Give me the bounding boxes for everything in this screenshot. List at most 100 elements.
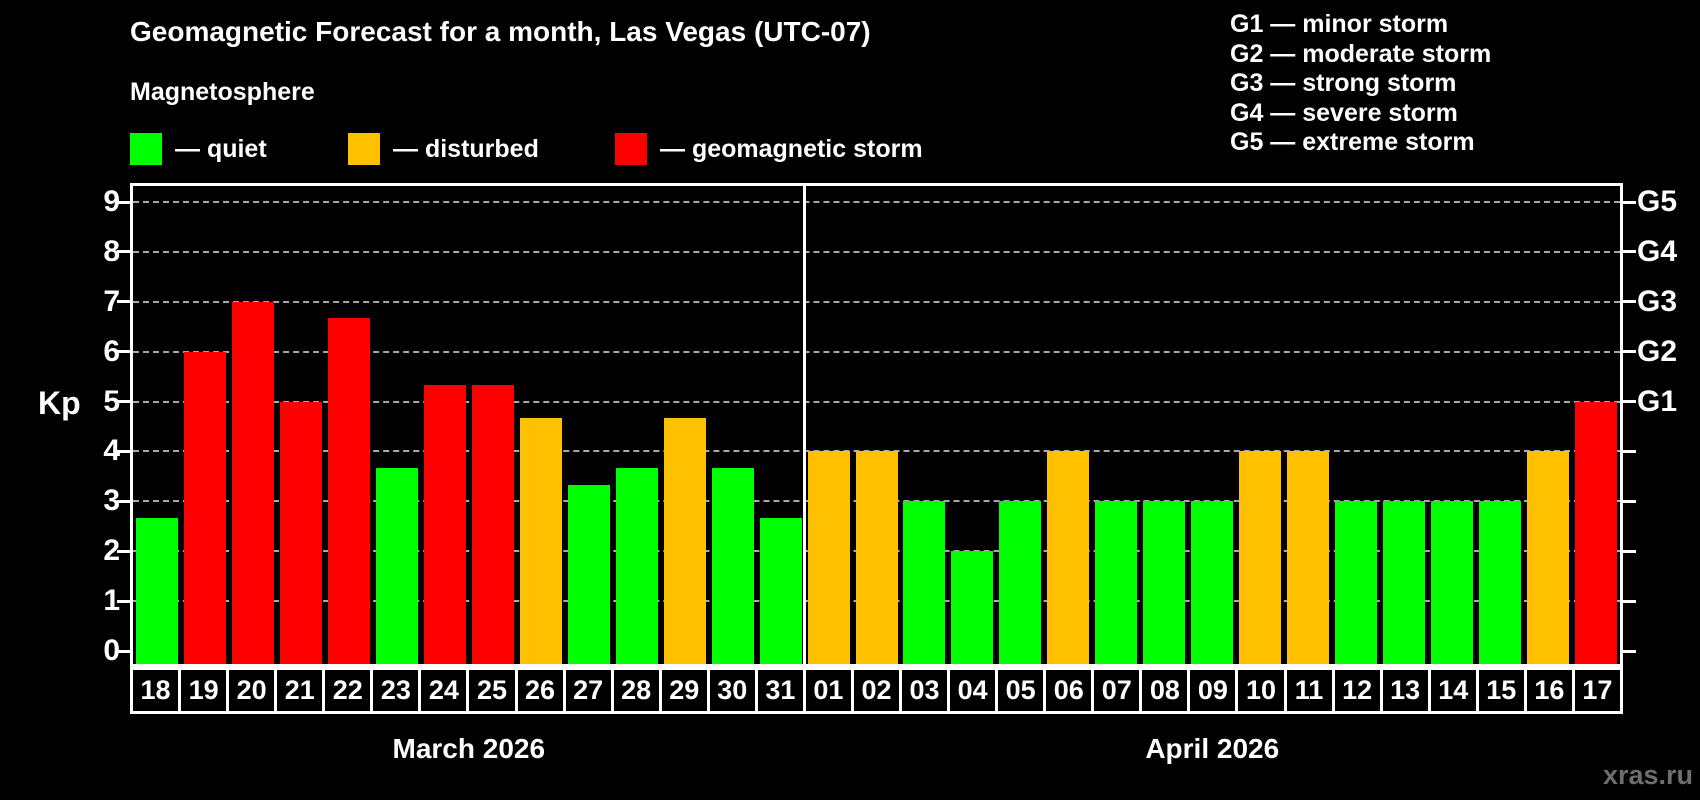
- y-tick-label-9: 9: [103, 185, 120, 218]
- day-label-28: 28: [614, 670, 662, 711]
- bar-day-29: [663, 418, 706, 664]
- right-tick-1: [1623, 599, 1636, 603]
- day-label-01: 01: [806, 670, 854, 711]
- bar-day-27: [567, 484, 610, 664]
- disturbed-swatch-icon: [348, 133, 380, 165]
- g-axis-label-g4: G4: [1637, 234, 1678, 268]
- gridline-kp7: [133, 300, 1620, 303]
- day-label-06: 06: [1046, 670, 1095, 711]
- bar-day-03: [903, 501, 946, 664]
- left-tick-8: [117, 250, 130, 254]
- month-label-1: April 2026: [1145, 733, 1280, 764]
- right-tick-7: [1623, 300, 1636, 304]
- day-label-05: 05: [998, 670, 1047, 711]
- y-tick-label-3: 3: [103, 484, 120, 518]
- bar-chart-plot: [130, 183, 1623, 667]
- bar-day-14: [1431, 501, 1474, 664]
- right-tick-2: [1623, 549, 1636, 553]
- bar-day-13: [1383, 501, 1426, 664]
- day-label-13: 13: [1383, 670, 1431, 711]
- right-tick-6: [1623, 350, 1636, 354]
- left-tick-0: [117, 649, 130, 653]
- day-label-19: 19: [181, 670, 230, 711]
- g1-legend-line: G1 — minor storm: [1230, 10, 1449, 38]
- day-label-14: 14: [1431, 670, 1479, 711]
- bar-day-12: [1335, 501, 1378, 664]
- bar-day-04: [951, 551, 994, 664]
- day-label-15: 15: [1479, 670, 1527, 711]
- right-tick-5: [1623, 400, 1636, 404]
- month-label-0: March 2026: [392, 733, 546, 764]
- legend: — quiet — disturbed — geomagnetic storm: [130, 133, 923, 165]
- g-axis-label-g3: G3: [1637, 284, 1678, 318]
- left-tick-2: [117, 549, 130, 553]
- left-tick-4: [117, 449, 130, 453]
- gridline-kp9: [133, 201, 1620, 203]
- day-label-04: 04: [950, 670, 999, 711]
- left-tick-7: [117, 300, 130, 304]
- bar-day-25: [471, 385, 514, 664]
- g2-legend-line: G2 — moderate storm: [1230, 39, 1492, 68]
- month-divider-line: [803, 186, 807, 664]
- day-label-09: 09: [1190, 670, 1239, 711]
- x-axis-day-labels: 18 19 20 21 22 23 24 25 26 27 28 29 30 31 01 02 03 04 05 06…: [130, 667, 1623, 714]
- bar-day-15: [1479, 501, 1522, 664]
- y-axis-title: Kp: [38, 385, 81, 421]
- gridline-kp8: [133, 250, 1620, 253]
- day-label-23: 23: [373, 670, 422, 711]
- day-label-08: 08: [1142, 670, 1191, 711]
- y-axis-ticks-left: [117, 183, 130, 667]
- day-label-12: 12: [1335, 670, 1383, 711]
- day-label-26: 26: [518, 670, 566, 711]
- g-scale-axis-labels: G5 G4 G3 G2 G1: [1637, 183, 1700, 667]
- bar-day-17: [1575, 401, 1618, 664]
- g3-legend-line: G3 — strong storm: [1230, 69, 1457, 97]
- left-tick-6: [117, 350, 130, 354]
- day-label-17: 17: [1582, 675, 1613, 705]
- day-label-25: 25: [469, 670, 518, 711]
- day-label-16: 16: [1527, 670, 1575, 711]
- bar-day-07: [1095, 501, 1138, 664]
- bar-day-19: [183, 351, 226, 664]
- left-tick-1: [117, 599, 130, 603]
- gridline-kp6: [133, 350, 1620, 353]
- page-title: Geomagnetic Forecast for a month, Las Ve…: [130, 16, 871, 47]
- bar-day-31: [759, 517, 802, 664]
- g-scale-legend: G1 — minor storm G2 — moderate storm G3 …: [1230, 10, 1491, 158]
- bar-day-11: [1287, 451, 1330, 664]
- bar-day-26: [519, 418, 562, 664]
- legend-label-disturbed: — disturbed: [393, 134, 539, 163]
- y-tick-label-4: 4: [103, 434, 120, 468]
- g4-legend-line: G4 — severe storm: [1230, 98, 1458, 127]
- bar-day-09: [1191, 501, 1234, 664]
- watermark: xras.ru: [1602, 760, 1693, 790]
- right-tick-8: [1623, 250, 1636, 254]
- bar-day-08: [1143, 501, 1186, 664]
- y-tick-label-2: 2: [103, 534, 120, 568]
- g-axis-label-g5: G5: [1637, 185, 1678, 218]
- day-label-22: 22: [325, 670, 374, 711]
- legend-item-disturbed: — disturbed: [348, 133, 539, 165]
- y-tick-label-5: 5: [103, 384, 120, 418]
- legend-item-quiet: — quiet: [130, 133, 267, 165]
- day-label-18: 18: [133, 670, 182, 711]
- bar-day-21: [279, 401, 322, 664]
- y-axis-ticks-right: [1623, 183, 1636, 667]
- bar-day-22: [327, 318, 370, 664]
- y-tick-label-7: 7: [103, 284, 120, 318]
- day-label-20: 20: [229, 670, 278, 711]
- day-label-21: 21: [277, 670, 326, 711]
- right-tick-3: [1623, 499, 1636, 503]
- bar-day-30: [711, 467, 754, 664]
- bar-day-02: [855, 451, 898, 664]
- day-label-03: 03: [902, 670, 951, 711]
- bar-day-20: [231, 301, 274, 664]
- day-label-31: 31: [758, 670, 806, 711]
- day-label-07: 07: [1094, 670, 1143, 711]
- y-tick-label-0: 0: [103, 634, 120, 667]
- day-label-27: 27: [566, 670, 614, 711]
- bar-day-24: [423, 385, 466, 664]
- magnetosphere-label: Magnetosphere: [130, 78, 315, 106]
- y-tick-label-8: 8: [103, 234, 120, 268]
- legend-label-quiet: — quiet: [175, 134, 267, 163]
